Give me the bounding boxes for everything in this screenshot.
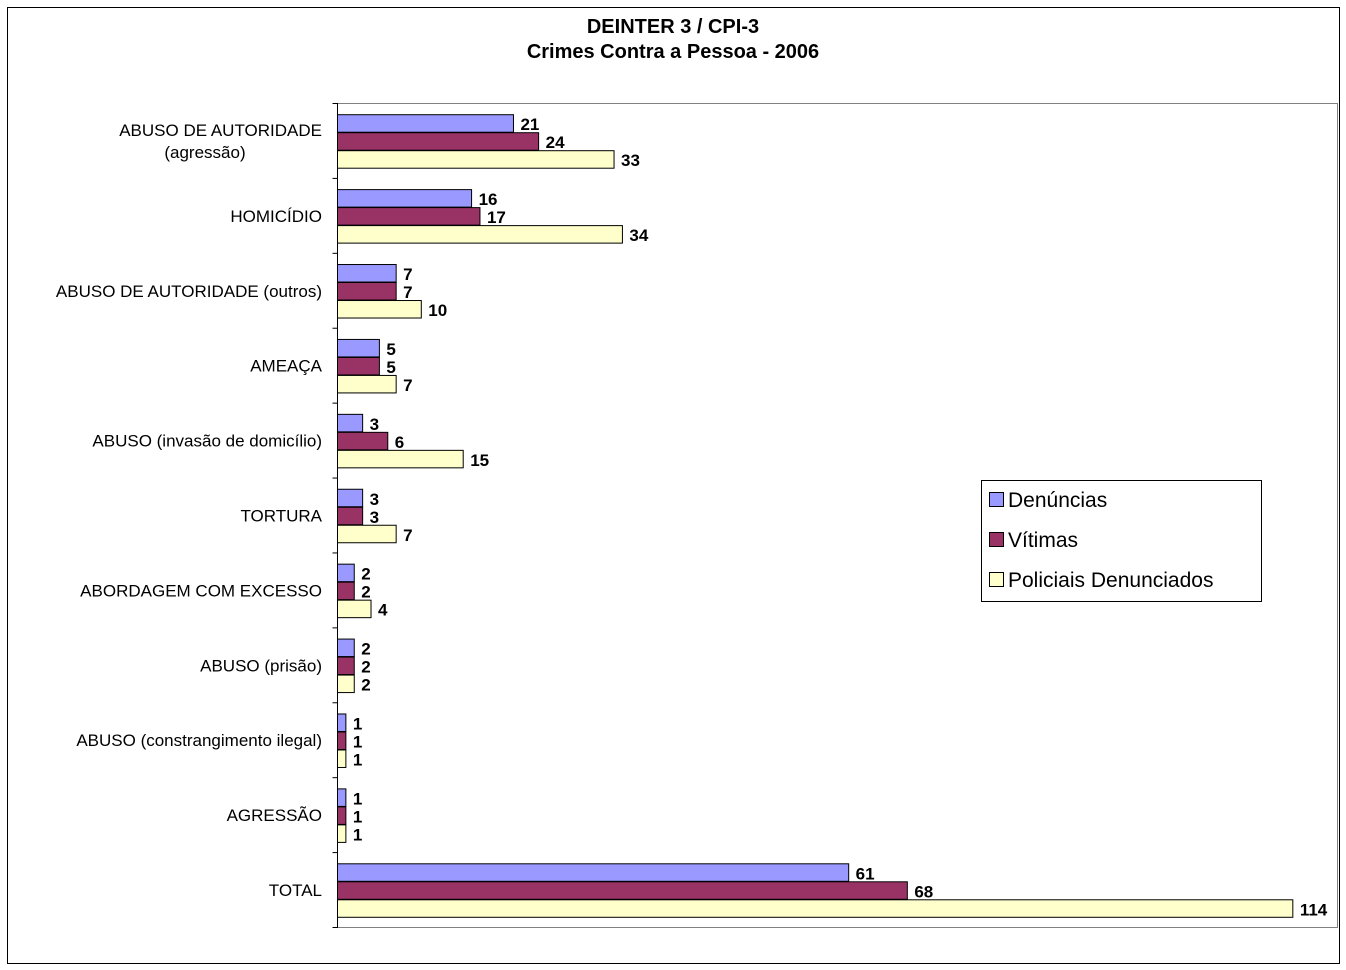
value-label: 5 [386,340,395,359]
legend-swatch-vitimas [989,532,1004,548]
bar [337,264,397,283]
legend-label-denuncias: Denúncias [1008,489,1108,512]
bar [337,581,355,601]
value-label: 3 [370,415,379,434]
bar [337,656,355,676]
category-label: ABUSO (prisão) [200,656,322,675]
bar [337,731,347,750]
value-label: 7 [403,526,412,545]
bar [337,114,514,133]
legend-item-denuncias: Denúncias [989,488,1107,514]
category-label: ABUSO (constrangimento ilegal) [76,731,322,750]
bar [337,338,380,358]
bar [337,431,389,451]
bar [337,638,355,658]
value-label: 5 [386,358,395,377]
category-labels: ABUSO DE AUTORIDADE (agressão) HOMICÍDIO AB… [56,121,323,900]
bar [337,282,397,301]
bar [337,356,380,376]
chart-title-line-1: DEINTER 3 / CPI-3 [586,16,760,38]
value-label: 61 [856,864,875,883]
bar [337,207,481,226]
value-label: 1 [353,732,362,751]
legend-label-vitimas: Vítimas [1008,529,1079,552]
legend-item-policiais-denunciados: Policiais Denunciados [989,568,1213,594]
value-label: 7 [403,283,412,302]
value-label: 4 [378,601,388,620]
bar [337,824,347,843]
category-label: ABORDAGEM COM EXCESSO [80,581,322,600]
bar [337,488,364,508]
bar [337,713,347,732]
category-label: (agressão) [164,143,245,162]
chart-title-line-2: Crimes Contra a Pessoa - 2006 [526,41,820,63]
value-label: 7 [403,265,412,284]
bar [337,150,615,169]
value-label: 15 [470,451,489,470]
bar [337,449,464,469]
value-label: 114 [1300,900,1328,919]
bar [337,225,623,244]
category-label: TORTURA [240,507,322,526]
category-ticks [332,103,338,928]
category-label: ABUSO DE AUTORIDADE [119,121,322,140]
bar [337,563,355,583]
value-label: 2 [361,676,370,695]
bar [337,863,850,882]
value-label: 2 [361,583,370,602]
category-label: ABUSO (invasão de domicílio) [92,432,322,451]
bar [337,899,1294,918]
value-label: 3 [370,508,379,527]
category-label: AGRESSÃO [227,806,322,825]
value-label: 7 [403,376,412,395]
value-label: 1 [353,789,362,808]
legend-swatch-denuncias [989,492,1004,508]
chart-title: DEINTER 3 / CPI-3 Crimes Contra a Pessoa… [0,15,1346,65]
value-label: 1 [353,750,362,769]
value-label: 17 [487,208,506,227]
value-label: 2 [361,658,370,677]
value-label: 33 [621,151,640,170]
value-label: 3 [370,490,379,509]
value-label: 6 [395,433,404,452]
value-labels: 2124331617347710557361533722422211111161… [353,115,1328,919]
value-label: 2 [361,640,370,659]
bar [337,788,347,807]
legend-label-policiais-denunciados: Policiais Denunciados [1008,569,1214,592]
category-label: ABUSO DE AUTORIDADE (outros) [56,282,322,301]
category-label: TOTAL [269,881,322,900]
value-label: 2 [361,565,370,584]
value-label: 16 [479,190,498,209]
category-label: HOMICÍDIO [230,207,322,226]
bar [337,300,422,319]
bar [337,374,397,394]
bar [337,749,347,768]
legend-item-vitimas: Vítimas [989,528,1078,554]
legend: Denúncias Vítimas Policiais Denunciados [981,480,1262,602]
bar [337,506,364,526]
bar [337,806,347,825]
bar [337,881,908,900]
bar [337,413,364,433]
category-label: AMEAÇA [250,357,322,376]
value-label: 1 [353,714,362,733]
value-label: 10 [428,301,447,320]
value-label: 34 [629,226,648,245]
value-label: 21 [520,115,539,134]
bar [337,524,397,544]
value-label: 1 [353,825,362,844]
bar [337,132,540,151]
bar [337,189,473,208]
bar [337,599,372,619]
value-label: 68 [914,882,933,901]
value-label: 24 [546,133,565,152]
legend-swatch-policiais-denunciados [989,572,1004,588]
value-label: 1 [353,807,362,826]
bar [337,674,355,694]
